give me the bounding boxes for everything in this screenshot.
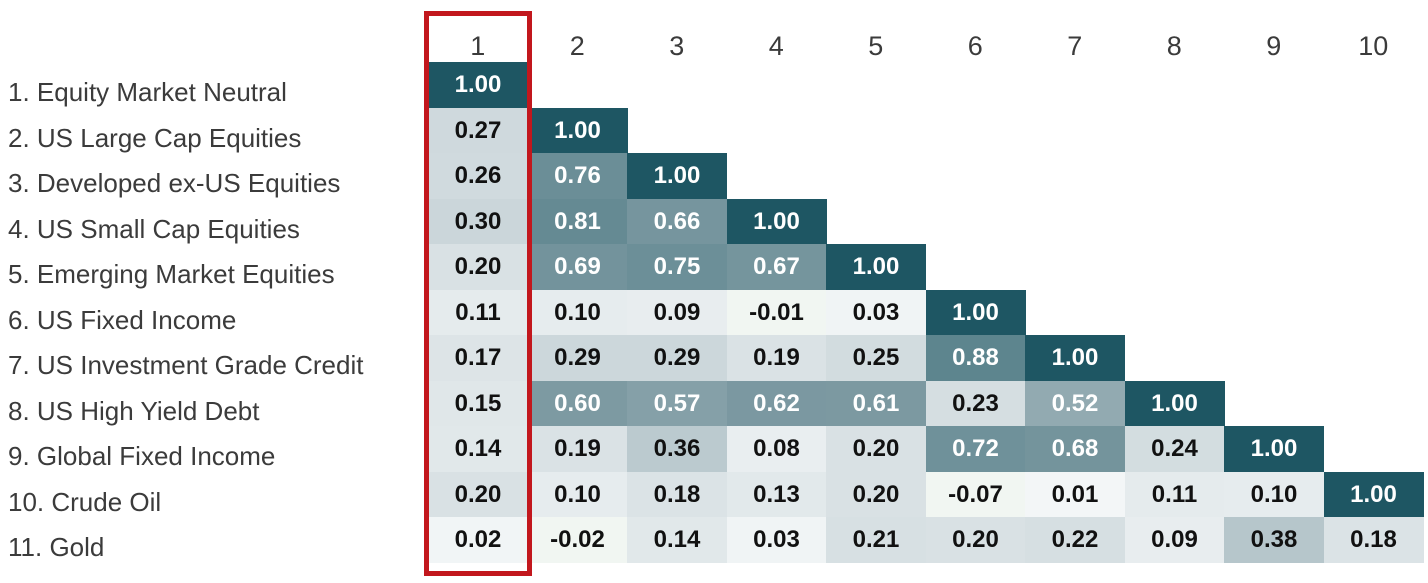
cell-r10-c8: 0.11 [1124, 471, 1225, 518]
cell-r11-c3: 0.14 [627, 517, 727, 563]
row-label-6: 6. US Fixed Income [8, 304, 237, 335]
cell-r3-c1: 0.26 [428, 153, 528, 199]
cell-r11-c9: 0.38 [1224, 517, 1324, 563]
cell-r10-c3: 0.18 [627, 471, 727, 518]
column-header-7: 7 [1067, 31, 1083, 61]
row-label-2: 2. US Large Cap Equities [8, 122, 302, 153]
row-label-1: 1. Equity Market Neutral [8, 77, 287, 107]
cell-r5-c3: 0.75 [627, 244, 727, 290]
cell-r8-c7: 0.52 [1025, 380, 1125, 427]
cell-r7-c7: 1.00 [1025, 335, 1125, 381]
cell-r6-c2: 0.10 [527, 289, 628, 336]
cell-r9-c9: 1.00 [1224, 426, 1324, 472]
cell-r5-c5: 1.00 [826, 244, 926, 290]
cell-r8-c8: 1.00 [1124, 380, 1225, 427]
cell-r11-c1: 0.02 [428, 517, 528, 563]
cell-r9-c8: 0.24 [1124, 426, 1225, 472]
column-header-5: 5 [868, 31, 884, 61]
cell-r4-c1: 0.30 [428, 198, 528, 245]
row-label-3: 3. Developed ex-US Equities [8, 168, 341, 198]
cell-r11-c6: 0.20 [925, 517, 1026, 563]
cell-r8-c4: 0.62 [726, 380, 827, 427]
row-label-8: 8. US High Yield Debt [8, 395, 260, 426]
cell-r7-c2: 0.29 [527, 335, 628, 381]
cell-r4-c4: 1.00 [726, 198, 827, 245]
cell-r2-c2: 1.00 [527, 107, 628, 154]
column-header-8: 8 [1166, 31, 1182, 61]
cell-r9-c3: 0.36 [627, 426, 727, 472]
column-header-3: 3 [669, 31, 685, 61]
cell-r8-c6: 0.23 [925, 380, 1026, 427]
cell-r9-c7: 0.68 [1025, 426, 1125, 472]
cell-r6-c1: 0.11 [428, 289, 528, 336]
cell-r6-c4: -0.01 [726, 289, 827, 336]
cell-r6-c6: 1.00 [925, 289, 1026, 336]
cell-r10-c9: 0.10 [1224, 471, 1324, 518]
cell-r8-c2: 0.60 [527, 380, 628, 427]
row-label-4: 4. US Small Cap Equities [8, 213, 300, 244]
cell-r2-c1: 0.27 [428, 107, 528, 154]
cell-r4-c2: 0.81 [527, 198, 628, 245]
cell-r11-c10: 0.18 [1323, 517, 1424, 563]
cell-r9-c4: 0.08 [726, 426, 827, 472]
cell-r10-c6: -0.07 [925, 471, 1026, 518]
cell-r10-c1: 0.20 [428, 471, 528, 518]
cell-r10-c5: 0.20 [826, 471, 926, 518]
cell-r3-c2: 0.76 [527, 153, 628, 199]
cell-r1-c1: 1.00 [428, 62, 528, 108]
cell-r6-c3: 0.09 [627, 289, 727, 336]
row-label-11: 11. Gold [8, 532, 105, 562]
cell-r11-c7: 0.22 [1025, 517, 1125, 563]
cell-r8-c3: 0.57 [627, 380, 727, 427]
cell-r10-c2: 0.10 [527, 471, 628, 518]
cell-r9-c5: 0.20 [826, 426, 926, 472]
row-label-5: 5. Emerging Market Equities [8, 259, 335, 289]
cell-r5-c2: 0.69 [527, 244, 628, 290]
cell-r10-c7: 0.01 [1025, 471, 1125, 518]
cell-r11-c4: 0.03 [726, 517, 827, 563]
row-label-7: 7. US Investment Grade Credit [8, 350, 364, 380]
cell-r5-c4: 0.67 [726, 244, 827, 290]
cell-r9-c6: 0.72 [925, 426, 1026, 472]
cell-r6-c5: 0.03 [826, 289, 926, 336]
column-header-9: 9 [1266, 31, 1282, 61]
cell-r7-c1: 0.17 [428, 335, 528, 381]
cell-r10-c4: 0.13 [726, 471, 827, 518]
column-header-1: 1 [470, 31, 486, 61]
cell-r7-c5: 0.25 [826, 335, 926, 381]
row-label-10: 10. Crude Oil [8, 486, 162, 517]
cell-r7-c6: 0.88 [925, 335, 1026, 381]
cell-r8-c5: 0.61 [826, 380, 926, 427]
column-header-4: 4 [768, 31, 784, 61]
cell-r3-c3: 1.00 [627, 153, 727, 199]
cell-r11-c5: 0.21 [826, 517, 926, 563]
cell-r10-c10: 1.00 [1323, 471, 1424, 518]
column-header-10: 10 [1358, 31, 1389, 61]
cell-r9-c1: 0.14 [428, 426, 528, 472]
cell-r11-c8: 0.09 [1124, 517, 1225, 563]
cell-r7-c3: 0.29 [627, 335, 727, 381]
column-header-6: 6 [967, 31, 983, 61]
cell-r9-c2: 0.19 [527, 426, 628, 472]
column-header-2: 2 [569, 31, 585, 61]
cell-r8-c1: 0.15 [428, 380, 528, 427]
row-label-9: 9. Global Fixed Income [8, 441, 276, 471]
cell-r5-c1: 0.20 [428, 244, 528, 290]
cell-r7-c4: 0.19 [726, 335, 827, 381]
cell-r11-c2: -0.02 [527, 517, 628, 563]
cell-r4-c3: 0.66 [627, 198, 727, 245]
